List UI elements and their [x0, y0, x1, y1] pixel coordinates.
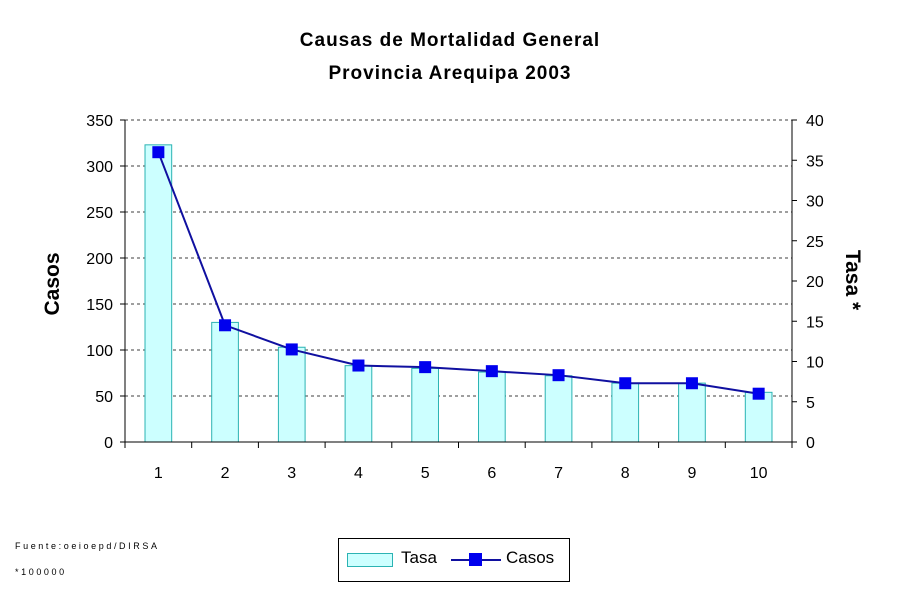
legend-label-tasa: Tasa: [401, 548, 437, 567]
y-right-tick-label: 30: [806, 194, 824, 211]
y-left-tick-label: 150: [86, 297, 113, 314]
footnote: *100000: [15, 567, 67, 577]
point-casos: [619, 377, 632, 390]
y-right-tick-label: 20: [806, 274, 824, 291]
point-casos: [685, 377, 698, 390]
y-right-tick-label: 15: [806, 314, 824, 331]
y-left-tick-label: 300: [86, 159, 113, 176]
bar: [344, 365, 373, 443]
bar: [144, 144, 173, 443]
x-tick-label: 8: [621, 465, 630, 482]
x-tick-label: 5: [421, 465, 430, 482]
bar: [678, 382, 706, 443]
x-tick-label: 2: [221, 465, 230, 482]
x-tick-label: 10: [750, 465, 768, 482]
bar: [744, 391, 773, 443]
y-right-tick-label: 5: [806, 395, 815, 412]
bar: [211, 321, 239, 443]
legend-swatch-tasa: [347, 553, 393, 567]
y-right-tick-label: 0: [806, 435, 815, 452]
legend-marker-casos: [469, 553, 482, 566]
point-casos: [152, 146, 165, 159]
point-casos: [752, 387, 765, 400]
point-casos: [352, 359, 365, 372]
x-tick-label: 1: [154, 465, 163, 482]
x-tick-label: 3: [287, 465, 296, 482]
point-casos: [419, 361, 432, 374]
y-left-tick-label: 200: [86, 251, 113, 268]
y-left-tick-label: 0: [104, 435, 113, 452]
line-casos: [157, 151, 759, 395]
point-casos: [552, 369, 565, 382]
x-tick-label: 4: [354, 465, 363, 482]
y-right-tick-label: 25: [806, 234, 824, 251]
y-left-tick-label: 350: [86, 113, 113, 130]
legend-label-casos: Casos: [506, 548, 555, 567]
y-left-tick-label: 50: [95, 389, 113, 406]
chart-title: Causas de Mortalidad General: [299, 30, 601, 51]
y-right-tick-label: 40: [806, 113, 824, 130]
y-axis-left-title: Casos: [41, 252, 64, 315]
point-casos: [219, 319, 232, 332]
y-left-tick-label: 250: [86, 205, 113, 222]
bar: [611, 382, 640, 443]
point-casos: [285, 343, 298, 356]
legend: Tasa Casos: [338, 538, 570, 582]
y-right-tick-label: 35: [806, 153, 824, 170]
y-left-tick-label: 100: [86, 343, 113, 360]
y-right-tick-label: 10: [806, 355, 824, 372]
bar: [411, 367, 439, 443]
bar: [277, 346, 306, 443]
bar: [478, 371, 506, 443]
chart-subtitle: Provincia Arequipa 2003: [328, 63, 572, 84]
bar: [544, 375, 573, 443]
x-tick-label: 6: [487, 465, 496, 482]
x-tick-label: 9: [687, 465, 696, 482]
point-casos: [485, 365, 498, 378]
y-axis-right-title: Tasa *: [841, 250, 864, 311]
x-tick-label: 7: [554, 465, 563, 482]
source-note: Fuente:oeioepd/DIRSA: [15, 541, 160, 551]
